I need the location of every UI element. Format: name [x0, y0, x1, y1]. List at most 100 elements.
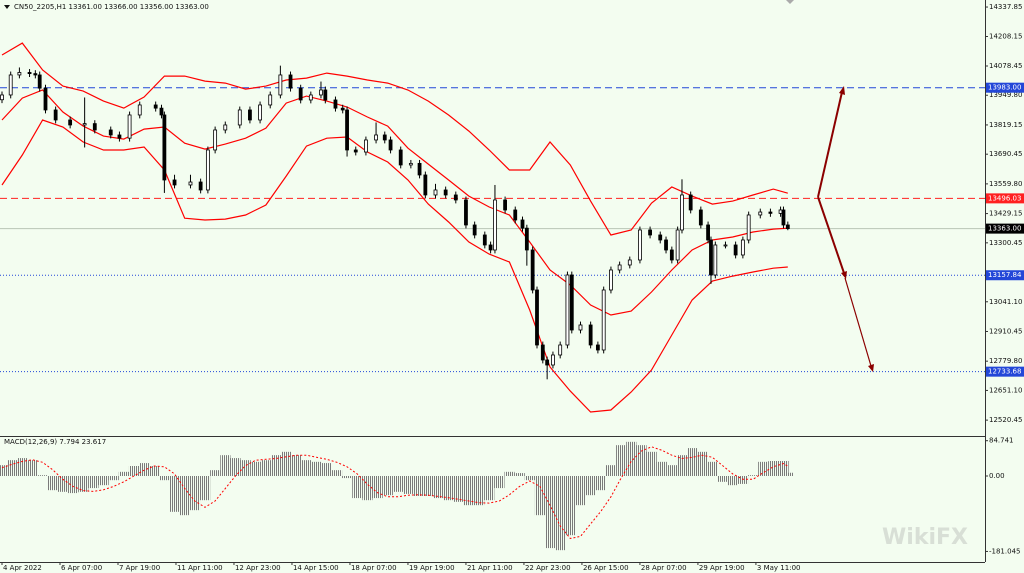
- candle-body: [268, 94, 273, 106]
- macd-bar: [504, 471, 515, 476]
- candle-body: [223, 124, 228, 131]
- candle-body: [617, 264, 622, 271]
- candle-body: [493, 199, 497, 251]
- macd-bar: [768, 461, 779, 476]
- candle-body: [53, 109, 58, 121]
- arrow-head: [841, 271, 847, 279]
- candle-body: [298, 87, 303, 101]
- macd-bar: [281, 451, 292, 476]
- macd-bar: [717, 476, 728, 482]
- bollinger-band: [1, 89, 788, 316]
- candle-body: [601, 289, 606, 351]
- watermark: WikiFX: [882, 525, 968, 550]
- candle-body: [237, 109, 242, 126]
- y-tick-label: 13300.45: [989, 239, 1022, 247]
- candle-body: [198, 181, 203, 191]
- candle-body: [688, 194, 693, 211]
- macd-bar: [199, 476, 211, 501]
- candle-body: [551, 354, 555, 366]
- level-tag: 12733.68: [986, 366, 1024, 377]
- macd-bar: [545, 476, 556, 549]
- macd-bar: [17, 458, 28, 476]
- macd-title: MACD(12,26,9) 7.794 23.617: [4, 438, 106, 446]
- candle-body: [658, 234, 663, 241]
- macd-bar: [179, 476, 190, 516]
- macd-bar: [646, 451, 657, 476]
- candle-body: [188, 181, 193, 186]
- candle-body: [288, 74, 293, 89]
- y-tick-label: 12779.80: [989, 357, 1022, 365]
- candle-body: [345, 109, 349, 151]
- y-tick-label: 13559.80: [989, 180, 1022, 188]
- candle-body: [698, 209, 703, 226]
- x-tick-label: 6 Apr 07:00: [61, 564, 102, 572]
- macd-bar: [321, 463, 332, 476]
- x-tick-label: 21 Apr 11:00: [467, 564, 513, 572]
- menu-icon[interactable]: [4, 5, 10, 9]
- candle-body: [398, 149, 403, 166]
- candle-body: [92, 123, 97, 131]
- arrow-head: [839, 86, 845, 95]
- y-tick-label: 12910.45: [989, 327, 1022, 335]
- candle-body: [162, 114, 167, 181]
- candle-body: [443, 189, 448, 196]
- macd-bar: [372, 476, 383, 499]
- candle-body: [588, 324, 593, 346]
- macd-bar: [585, 476, 596, 496]
- macd-bar: [524, 476, 535, 481]
- macd-bar: [413, 476, 424, 496]
- macd-bar: [250, 461, 261, 476]
- level-label: 13496.03: [988, 194, 1021, 202]
- y-tick-label: 13690.45: [989, 150, 1022, 158]
- candle-body: [709, 239, 713, 276]
- candle-body: [535, 289, 539, 346]
- candle-body: [488, 244, 493, 251]
- macd-bar: [676, 455, 688, 476]
- y-tick-label: 12520.45: [989, 416, 1022, 424]
- macd-bar: [0, 465, 8, 476]
- macd-bar: [463, 476, 475, 506]
- x-tick-label: 28 Apr 07:00: [641, 564, 687, 572]
- candle-body: [453, 194, 458, 201]
- candle-body: [578, 324, 583, 331]
- candle-body: [503, 199, 507, 211]
- macd-bar: [311, 461, 322, 476]
- candle-body: [781, 209, 786, 226]
- macd-bar: [748, 475, 759, 476]
- level-label: 13983.00: [988, 84, 1021, 92]
- macd-bar: [7, 460, 18, 476]
- macd-bar: [98, 476, 109, 486]
- candle-body: [558, 344, 563, 356]
- level-label-box: [986, 223, 1024, 234]
- candle-body: [364, 139, 368, 153]
- chart-title: CN50_2205,H1 13361.00 13366.00 13356.00 …: [14, 3, 209, 11]
- candle-body: [565, 274, 570, 346]
- macd-bar: [88, 476, 99, 489]
- candle-body: [117, 134, 122, 139]
- macd-bar: [362, 476, 373, 501]
- level-tag: 13496.03: [986, 193, 1024, 204]
- macd-bar: [727, 476, 738, 486]
- x-tick-label: 3 May 11:00: [757, 564, 801, 572]
- macd-bar: [687, 448, 698, 476]
- macd-bar: [565, 476, 576, 536]
- x-tick-label: 12 Apr 23:00: [235, 564, 281, 572]
- candle-body: [740, 239, 745, 256]
- forecast-arrows: [817, 86, 874, 372]
- macd-bar: [230, 458, 241, 476]
- level-label-box: [986, 270, 1024, 281]
- shift-marker: [786, 0, 794, 4]
- candle-body: [340, 107, 345, 111]
- y-tick-label: 14078.45: [989, 62, 1022, 70]
- macd-bar: [758, 461, 769, 476]
- macd-bar: [47, 476, 58, 491]
- candle-body: [82, 123, 87, 126]
- candle-body: [758, 211, 763, 216]
- candle-body: [153, 104, 158, 109]
- level-label-box: [986, 366, 1024, 377]
- candle-body: [159, 107, 164, 116]
- macd-bar: [636, 445, 647, 476]
- macd-bar: [575, 476, 586, 506]
- candle-body: [108, 129, 113, 136]
